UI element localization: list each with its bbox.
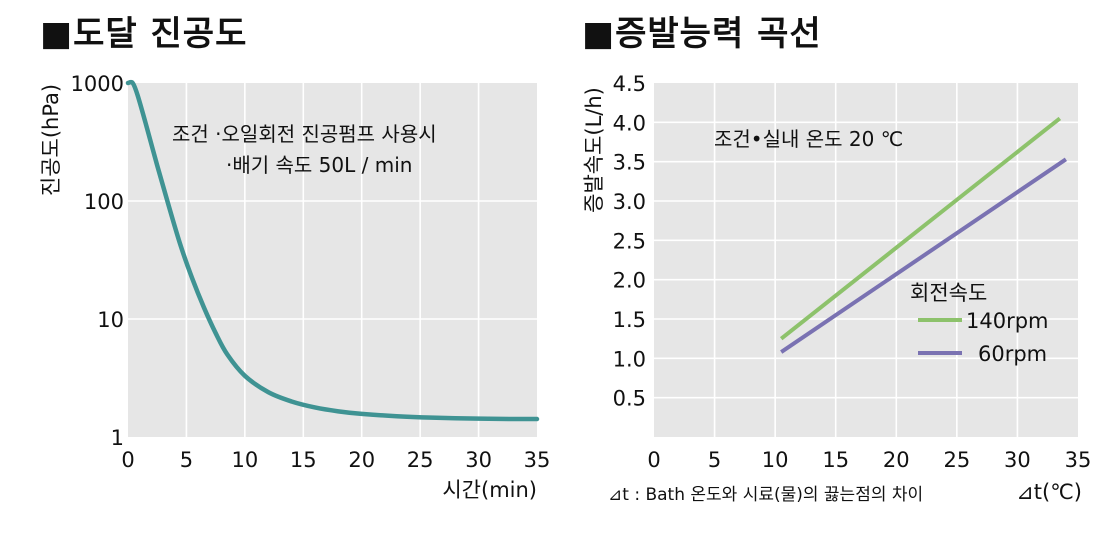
x-tick-label: 20 xyxy=(348,448,375,472)
chart-title-vacuum: ■도달 진공도 xyxy=(40,14,248,54)
x-tick-label: 30 xyxy=(465,448,492,472)
vacuum-condition-note-1: 조건 ·오일회전 진공펌프 사용시 xyxy=(172,122,437,146)
series-line-140rpm xyxy=(779,116,1062,341)
series-line-60rpm xyxy=(780,157,1068,354)
vacuum-condition-note-2: ·배기 속도 50L / min xyxy=(226,153,412,177)
evaporation-plot-area xyxy=(654,83,1078,437)
x-tick-label: 5 xyxy=(708,448,721,472)
y-tick-label: 1.0 xyxy=(613,347,646,371)
x-tick-label: 35 xyxy=(524,448,551,472)
evaporation-legend: 140rpm 60rpm xyxy=(918,309,1049,366)
vacuum-x-axis-title: 시간(min) xyxy=(442,478,537,502)
y-tick-label: 4.0 xyxy=(613,111,646,135)
x-tick-label: 25 xyxy=(943,448,970,472)
vacuum-plot-area xyxy=(128,83,537,437)
x-tick-label: 30 xyxy=(1004,448,1031,472)
vacuum-y-axis-title: 진공도(hPa) xyxy=(39,84,63,196)
y-tick-label: 3.0 xyxy=(613,190,646,214)
evaporation-y-ticks: 0.5 1.0 1.5 2.0 2.5 3.0 3.5 4.0 4.5 xyxy=(613,72,646,411)
y-tick-label: 2.0 xyxy=(613,269,646,293)
vacuum-series xyxy=(125,79,540,422)
evaporation-x-axis-title: ⊿t(℃) xyxy=(1016,480,1082,504)
x-tick-label: 35 xyxy=(1065,448,1092,472)
legend-label-60rpm: 60rpm xyxy=(978,342,1047,366)
evaporation-grid xyxy=(654,83,1078,437)
vacuum-series-line xyxy=(125,79,540,422)
evaporation-series xyxy=(779,116,1068,354)
evaporation-chart: 0 5 10 15 20 25 30 35 0.5 1.0 1.5 2.0 2.5 3.0 3.5 4.0 4… xyxy=(582,72,1091,505)
y-tick-label: 1.5 xyxy=(613,308,646,332)
vacuum-chart: 0 5 10 15 20 25 30 35 1 10 100 1000 조건 ·오일회전 진공펌프 … xyxy=(39,72,550,502)
y-tick-label: 1 xyxy=(111,426,124,450)
x-tick-label: 15 xyxy=(290,448,317,472)
x-tick-label: 20 xyxy=(883,448,910,472)
chart-title-evaporation: ■증발능력 곡선 xyxy=(582,14,822,54)
x-tick-label: 15 xyxy=(822,448,849,472)
y-tick-label: 3.5 xyxy=(613,151,646,175)
evaporation-y-axis-title: 증발속도(L/h) xyxy=(582,87,606,213)
y-tick-label: 2.5 xyxy=(613,229,646,253)
evaporation-x-ticks: 0 5 10 15 20 25 30 35 xyxy=(647,448,1091,472)
x-tick-label: 10 xyxy=(231,448,258,472)
y-tick-label: 4.5 xyxy=(613,72,646,96)
evaporation-condition-note: 조건•실내 온도 20 ℃ xyxy=(714,127,903,151)
y-tick-label: 10 xyxy=(97,308,124,332)
x-tick-label: 25 xyxy=(407,448,434,472)
vacuum-grid xyxy=(128,83,537,437)
x-tick-label: 0 xyxy=(647,448,660,472)
evaporation-footnote: ⊿t : Bath 온도와 시료(물)의 끓는점의 차이 xyxy=(608,485,923,505)
y-tick-label: 0.5 xyxy=(613,387,646,411)
legend-label-140rpm: 140rpm xyxy=(966,309,1049,333)
x-tick-label: 10 xyxy=(762,448,789,472)
y-tick-label: 1000 xyxy=(71,72,124,96)
x-tick-label: 0 xyxy=(121,448,134,472)
vacuum-x-ticks: 0 5 10 15 20 25 30 35 xyxy=(121,448,550,472)
legend-title: 회전속도 xyxy=(910,281,987,305)
y-tick-label: 100 xyxy=(84,190,124,214)
vacuum-y-ticks: 1 10 100 1000 xyxy=(71,72,124,450)
x-tick-label: 5 xyxy=(180,448,193,472)
